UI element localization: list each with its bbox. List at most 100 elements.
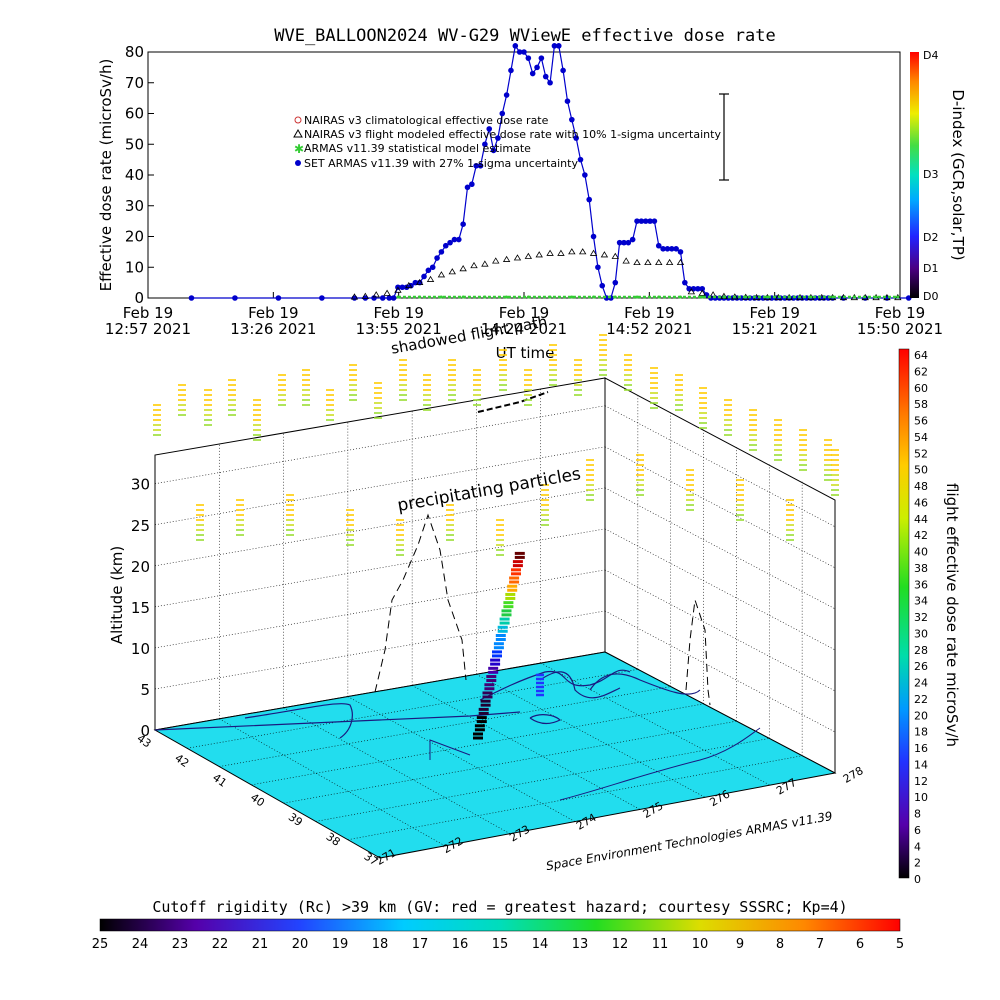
cutoff-rigidity-colorbar: Cutoff rigidity (Rc) >39 km (GV: red = g… (92, 898, 904, 952)
nairas-flight-point (535, 251, 543, 258)
x-tick-label: 14:52 2021 (606, 320, 692, 338)
top-plot-frame (147, 51, 901, 299)
nairas-flight-point (698, 289, 706, 296)
dose-colorbar-tick: 32 (914, 611, 928, 624)
nairas-flight-point (350, 293, 359, 300)
y-tick-label: 30 (125, 197, 144, 215)
dose-colorbar-tick: 48 (914, 480, 928, 493)
set-armas-point (577, 156, 584, 163)
nairas-flight-point (372, 291, 380, 298)
set-armas-point (560, 67, 566, 74)
right-wall-grid (604, 446, 836, 569)
armas-stat-point (418, 295, 422, 299)
armas-stat-point (831, 295, 835, 299)
altitude-axis-label: Altitude (km) (108, 546, 126, 644)
dose-colorbar-tick: 30 (914, 627, 928, 640)
armas-stat-point (439, 295, 443, 299)
top-x-axis-label: UT time (496, 344, 555, 362)
cutoff-colorbar-tick: 5 (896, 937, 904, 952)
set-armas-point (503, 92, 510, 98)
set-armas-point (621, 239, 627, 246)
dose-colorbar-tick: 56 (914, 415, 928, 428)
dose-colorbar-tick: 22 (914, 693, 928, 706)
nairas-flight-point (676, 258, 685, 266)
nairas-flight-point (502, 255, 511, 262)
cutoff-colorbar-tick: 24 (132, 937, 149, 952)
left-wall-grid (154, 569, 606, 649)
legend: NAIRAS v3 climatological effective dose … (293, 114, 721, 170)
nairas-flight-point (589, 249, 598, 256)
cutoff-colorbar-tick: 11 (652, 937, 669, 952)
dose-colorbar-tick: 62 (914, 365, 928, 378)
flight-dose-column (473, 551, 544, 740)
altitude-tick-label: 30 (131, 476, 150, 494)
latitude-tick-label: 41 (210, 771, 229, 790)
set-armas-point (542, 73, 549, 80)
set-armas-point (655, 242, 662, 249)
x-tick-label: 14:24 2021 (481, 320, 567, 338)
set-armas-point (682, 279, 688, 286)
dose-colorbar-tick: 2 (914, 857, 921, 870)
star-icon: ✱ (294, 142, 304, 156)
nairas-flight-point (622, 257, 630, 264)
set-armas-point (625, 239, 632, 246)
ground-grid-line (540, 662, 771, 786)
armas-stat-point (657, 295, 661, 299)
set-armas-point (616, 239, 623, 246)
latitude-tick-label: 43 (135, 732, 154, 751)
nairas-flight-point (894, 293, 902, 301)
set-armas-point (664, 246, 671, 252)
x-tick-label: Feb 19 (373, 304, 423, 322)
armas-stat-point (592, 295, 596, 299)
set-armas-point (551, 43, 558, 49)
ground-plane (153, 651, 837, 859)
nairas-flight-point (513, 254, 522, 261)
d-index-tick: D4 (923, 49, 938, 62)
y-tick-label: 0 (134, 289, 144, 307)
top-y-ticks: 80 70 60 50 40 30 20 10 0 (125, 43, 154, 307)
dose-colorbar-tick: 54 (914, 431, 928, 444)
top-y-axis-label: Effective dose rate (microSv/h) (97, 59, 115, 292)
armas-stat-point (396, 295, 400, 299)
dose-colorbar-tick: 40 (914, 546, 928, 559)
latitude-tick-label: 40 (248, 791, 267, 810)
set-armas-point (434, 255, 440, 261)
dose-colorbar-tick: 0 (914, 873, 921, 886)
legend-entry-nairas-climatological: NAIRAS v3 climatological effective dose … (294, 114, 549, 127)
legend-label: NAIRAS v3 flight modeled effective dose … (304, 128, 721, 141)
set-armas-point (390, 295, 397, 301)
dose-colorbar-tick: 42 (914, 529, 928, 542)
dose-colorbar-tick: 10 (914, 791, 928, 804)
right-wall-grid (604, 405, 836, 527)
set-armas-point (482, 141, 488, 148)
set-armas-point (188, 295, 195, 301)
ground-grid (187, 662, 803, 847)
ground-grid-line (476, 674, 706, 798)
right-wall-grid (604, 528, 836, 651)
set-armas-point (469, 181, 475, 188)
set-armas-point (673, 246, 679, 252)
nairas-flight-point (611, 252, 619, 259)
set-armas-point (442, 242, 449, 249)
dose-colorbar-tick: 34 (914, 595, 928, 608)
cutoff-colorbar-tick: 23 (172, 937, 189, 952)
set-armas-point (534, 64, 540, 71)
set-armas-point (447, 239, 453, 246)
triangle-icon (293, 128, 303, 138)
set-armas-point (564, 98, 571, 104)
nairas-flight-point (665, 258, 674, 266)
set-armas-point (508, 67, 514, 74)
cutoff-colorbar-tick: 13 (572, 937, 589, 952)
y-tick-label: 10 (125, 258, 144, 276)
nairas-flight-point (448, 268, 456, 275)
nairas-flight-point (426, 275, 435, 282)
x-tick-label: 15:50 2021 (857, 320, 943, 338)
set-armas-point (573, 135, 579, 141)
ground-grid-line (347, 696, 576, 822)
latitude-tick-label: 42 (172, 751, 191, 770)
nairas-flight-point (459, 265, 467, 272)
map-outlines (154, 669, 761, 801)
x-tick-label: 12:57 2021 (105, 320, 191, 338)
set-armas-point (455, 236, 462, 243)
set-armas-point (538, 55, 545, 61)
